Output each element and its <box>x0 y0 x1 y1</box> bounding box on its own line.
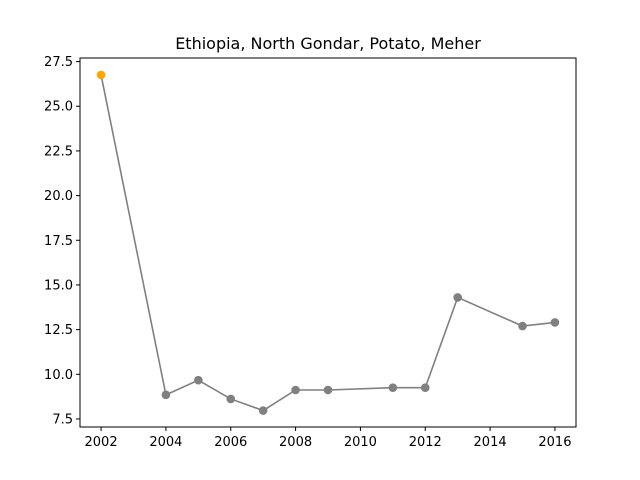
x-tick-label: 2006 <box>214 435 247 450</box>
plot-area <box>96 70 560 415</box>
data-point <box>291 385 300 395</box>
data-point <box>258 406 268 415</box>
y-tick-label: 12.5 <box>44 323 73 338</box>
data-point <box>453 293 462 302</box>
data-point <box>226 394 236 404</box>
x-tick-label: 2016 <box>538 435 571 450</box>
y-tick-label: 10.0 <box>44 368 73 383</box>
y-tick-label: 15.0 <box>44 278 73 293</box>
data-point <box>388 383 398 392</box>
x-tick-label: 2012 <box>409 435 442 450</box>
data-point <box>518 321 527 331</box>
highlighted-data-point <box>96 70 106 80</box>
chart-title: Ethiopia, North Gondar, Potato, Meher <box>175 34 481 53</box>
x-tick-label: 2002 <box>85 435 118 450</box>
y-tick-label: 17.5 <box>44 234 73 249</box>
x-axis: 2002 2004 2006 2008 2010 2012 2014 2016 <box>85 427 571 450</box>
data-point <box>550 318 560 327</box>
x-tick-label: 2010 <box>344 435 377 450</box>
series-line <box>100 74 556 412</box>
x-tick-label: 2014 <box>474 435 507 450</box>
y-tick-label: 25.0 <box>44 100 73 115</box>
y-axis: 7.5 10.0 12.5 15.0 17.5 20.0 22.5 25.0 27.5 <box>44 55 80 427</box>
data-point <box>194 375 203 385</box>
x-tick-label: 2008 <box>279 435 312 450</box>
data-point <box>420 383 430 392</box>
x-tick-label: 2004 <box>149 435 182 450</box>
data-point <box>323 385 333 395</box>
y-tick-label: 22.5 <box>44 144 73 159</box>
y-tick-label: 7.5 <box>52 412 73 427</box>
plot-frame <box>79 57 577 428</box>
y-tick-label: 20.0 <box>44 189 73 204</box>
data-point <box>161 390 171 400</box>
y-tick-label: 27.5 <box>44 55 73 70</box>
